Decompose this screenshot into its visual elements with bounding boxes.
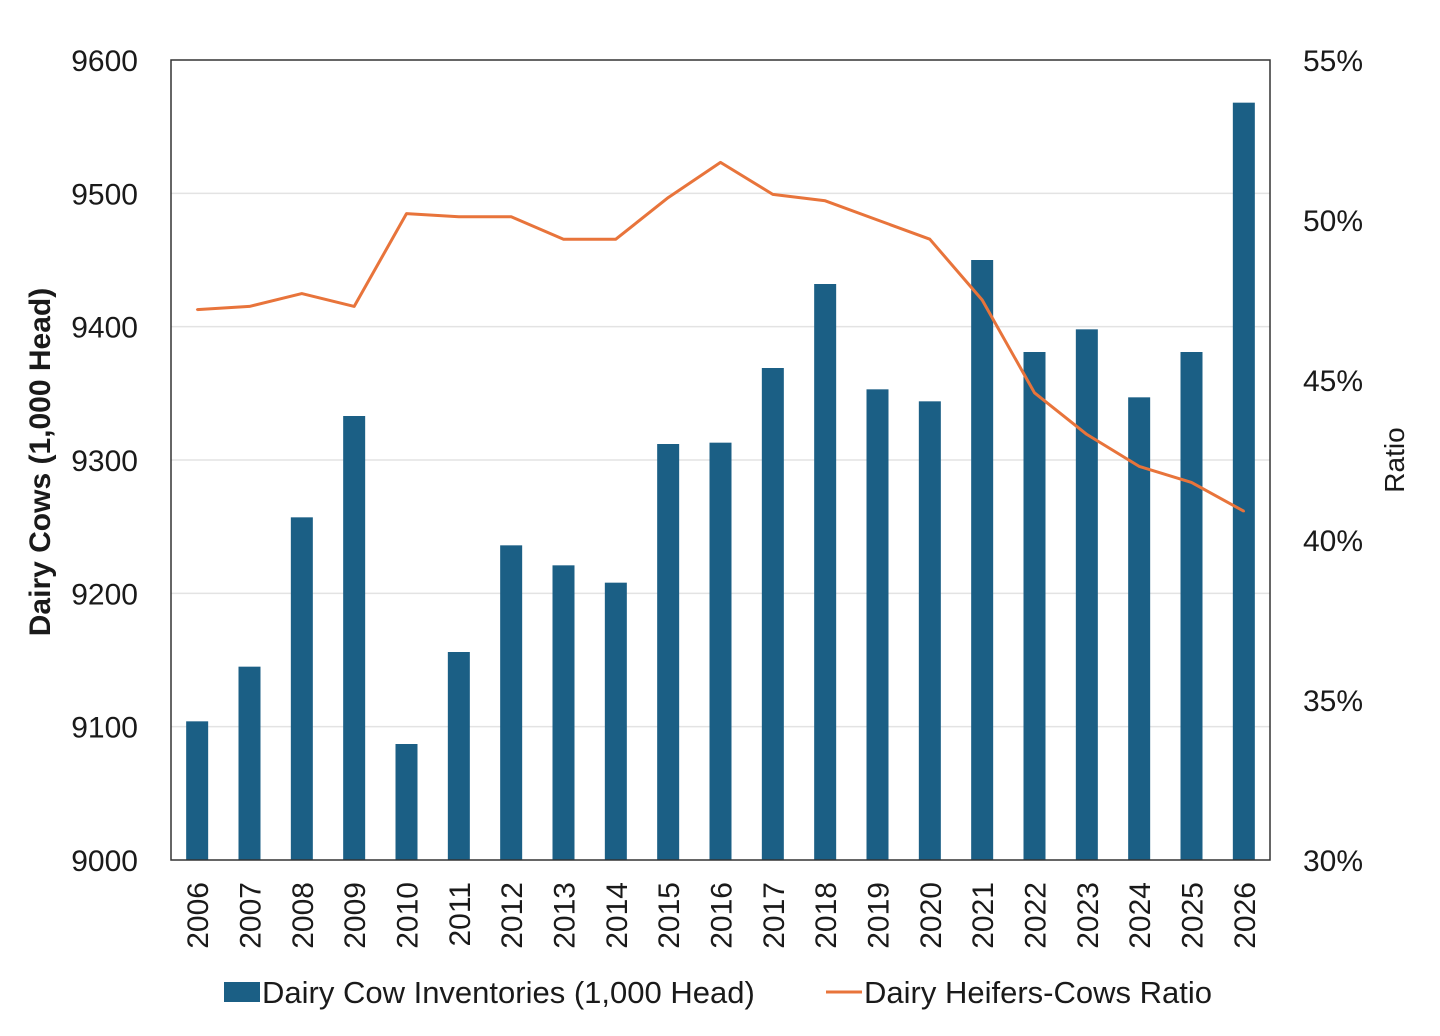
bar-2019 bbox=[866, 389, 889, 860]
bar-2018 bbox=[814, 284, 837, 860]
bar-2007 bbox=[238, 666, 261, 860]
legend-label-line: Dairy Heifers-Cows Ratio bbox=[864, 975, 1212, 1010]
y-right-tick-label: 35% bbox=[1303, 685, 1363, 718]
line-series bbox=[195, 160, 1246, 513]
x-tick-label: 2021 bbox=[967, 882, 1000, 949]
x-tick-label: 2019 bbox=[863, 882, 896, 949]
y-left-tick-label: 9000 bbox=[71, 845, 138, 878]
y-axis-left-label: Dairy Cows (1,000 Head) bbox=[24, 288, 57, 636]
legend: Dairy Cow Inventories (1,000 Head) Dairy… bbox=[224, 975, 1212, 1010]
ratio-point-2007 bbox=[248, 305, 251, 308]
ratio-point-2018 bbox=[823, 199, 827, 202]
left-axis-ticks: 9000 9100 9200 9300 9400 9500 9600 bbox=[71, 45, 138, 878]
ratio-point-2011 bbox=[457, 215, 461, 218]
ratio-point-2019 bbox=[876, 218, 879, 222]
y-left-tick-label: 9500 bbox=[71, 178, 138, 211]
x-tick-label: 2022 bbox=[1020, 882, 1053, 949]
ratio-point-2021 bbox=[980, 298, 984, 302]
right-axis-ticks: 30% 35% 40% 45% 50% 55% bbox=[1303, 45, 1363, 878]
ratio-point-2012 bbox=[509, 215, 513, 218]
ratio-point-2020 bbox=[928, 238, 932, 241]
x-tick-label: 2011 bbox=[444, 882, 477, 947]
x-axis-ticks: 2006 2007 2008 2009 2010 2011 2012 2013 2014 2015… bbox=[182, 882, 1262, 949]
x-tick-label: 2024 bbox=[1124, 882, 1157, 949]
bar-2022 bbox=[1023, 352, 1046, 860]
x-tick-label: 2007 bbox=[235, 882, 268, 949]
y-axis-right-label: Ratio bbox=[1379, 427, 1410, 492]
legend-label-bar: Dairy Cow Inventories (1,000 Head) bbox=[262, 975, 755, 1010]
ratio-point-2016 bbox=[719, 161, 722, 164]
bar-2010 bbox=[395, 744, 418, 860]
y-left-tick-label: 9200 bbox=[71, 578, 138, 611]
bar-2025 bbox=[1180, 352, 1203, 860]
y-right-tick-label: 40% bbox=[1303, 525, 1363, 558]
x-tick-label: 2018 bbox=[810, 882, 843, 949]
bar-2023 bbox=[1075, 329, 1098, 860]
bar-2009 bbox=[343, 416, 366, 860]
x-tick-label: 2009 bbox=[339, 882, 372, 949]
y-left-tick-label: 9100 bbox=[71, 712, 138, 745]
bar-2013 bbox=[552, 565, 575, 860]
ratio-point-2008 bbox=[300, 292, 304, 295]
bar-2021 bbox=[971, 260, 994, 860]
y-right-tick-label: 50% bbox=[1303, 205, 1363, 238]
x-tick-label: 2013 bbox=[549, 882, 582, 949]
ratio-point-2024 bbox=[1137, 465, 1141, 468]
ratio-point-2017 bbox=[771, 193, 775, 196]
bar-2026 bbox=[1232, 102, 1255, 860]
bar-2015 bbox=[657, 444, 680, 860]
x-tick-label: 2016 bbox=[706, 882, 739, 949]
x-tick-label: 2023 bbox=[1072, 882, 1105, 949]
bar-2012 bbox=[500, 545, 523, 860]
bar-2006 bbox=[186, 721, 209, 860]
bar-2008 bbox=[290, 517, 313, 860]
x-tick-label: 2012 bbox=[496, 882, 529, 949]
ratio-point-2026 bbox=[1242, 510, 1246, 513]
bar-series bbox=[186, 102, 1255, 860]
bar-2011 bbox=[447, 652, 470, 860]
ratio-point-2010 bbox=[405, 212, 408, 215]
x-tick-label: 2026 bbox=[1229, 882, 1262, 949]
x-tick-label: 2008 bbox=[287, 882, 320, 949]
ratio-point-2006 bbox=[195, 308, 199, 311]
y-left-tick-label: 9600 bbox=[71, 45, 138, 78]
bar-2014 bbox=[604, 582, 627, 860]
y-right-tick-label: 30% bbox=[1303, 845, 1363, 878]
ratio-point-2014 bbox=[614, 238, 618, 241]
y-right-tick-label: 55% bbox=[1303, 45, 1363, 78]
y-left-tick-label: 9400 bbox=[71, 312, 138, 345]
ratio-point-2023 bbox=[1085, 433, 1089, 436]
ratio-point-2009 bbox=[352, 305, 356, 308]
x-tick-label: 2020 bbox=[915, 882, 948, 949]
ratio-point-2022 bbox=[1033, 391, 1036, 394]
legend-swatch-bar bbox=[224, 982, 260, 1002]
x-tick-label: 2017 bbox=[758, 882, 791, 949]
bar-2016 bbox=[709, 442, 732, 860]
bar-2020 bbox=[918, 401, 941, 860]
y-right-tick-label: 45% bbox=[1303, 365, 1363, 398]
ratio-point-2015 bbox=[666, 196, 670, 199]
x-tick-label: 2025 bbox=[1177, 882, 1210, 949]
bar-2024 bbox=[1128, 397, 1151, 860]
y-left-tick-label: 9300 bbox=[71, 445, 138, 478]
bar-2017 bbox=[761, 368, 784, 860]
x-tick-label: 2014 bbox=[601, 882, 634, 949]
x-tick-label: 2010 bbox=[392, 882, 425, 949]
ratio-point-2025 bbox=[1190, 481, 1193, 484]
x-tick-label: 2015 bbox=[653, 882, 686, 949]
ratio-point-2013 bbox=[562, 238, 565, 241]
x-tick-label: 2006 bbox=[182, 882, 215, 949]
plot-frame bbox=[170, 59, 1271, 861]
